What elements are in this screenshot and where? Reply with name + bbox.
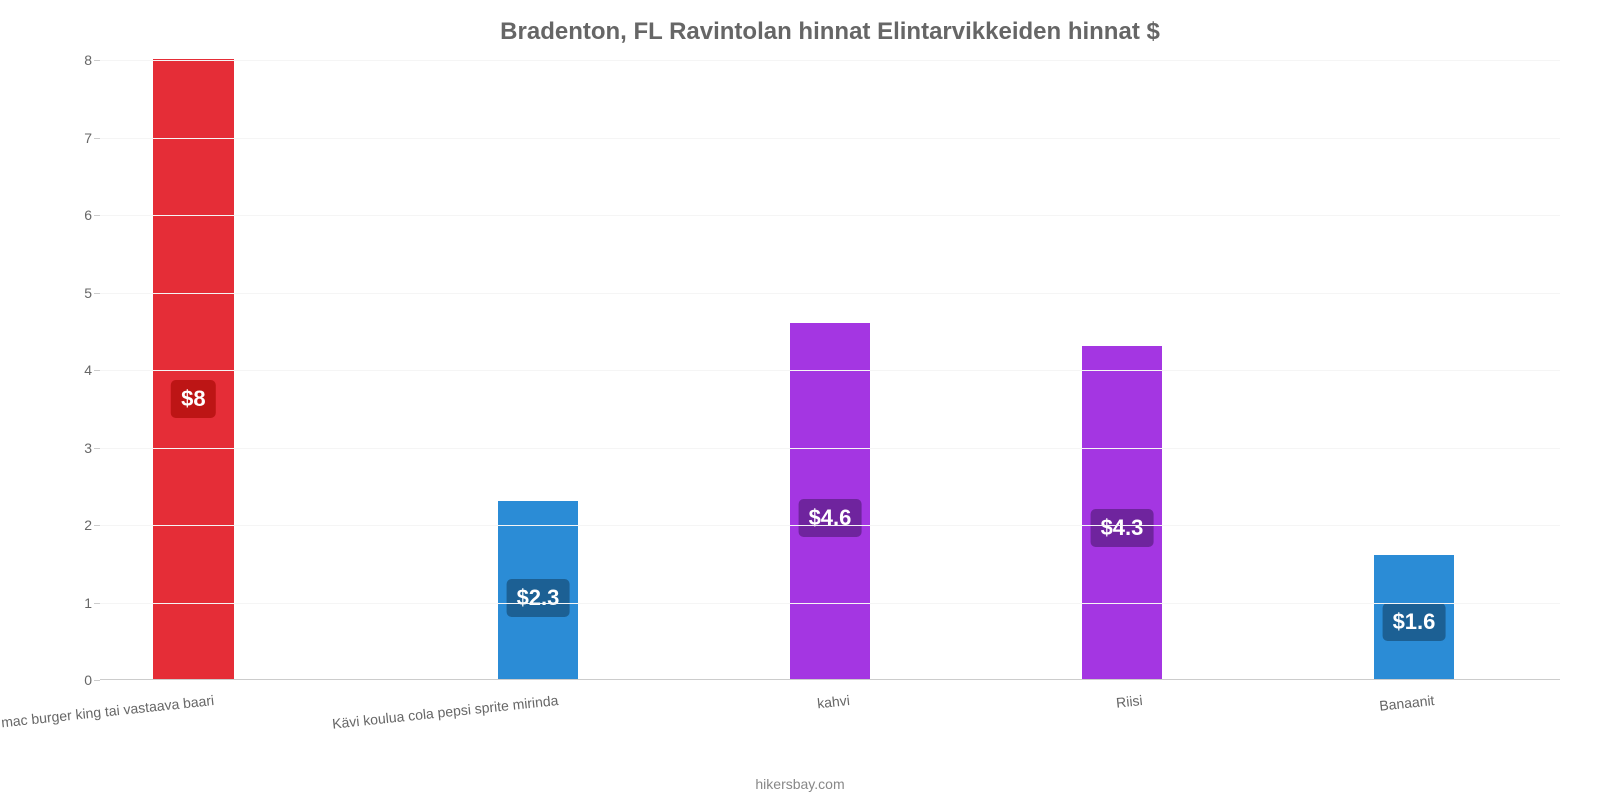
y-tick-mark [94,293,100,294]
value-label: $4.3 [1091,509,1154,547]
value-label: $4.6 [799,499,862,537]
category-label: Banaanit [1378,692,1435,714]
category-label: kahvi [817,692,851,711]
plot-area: $8$2.3$4.6$4.3$1.6 012345678mac burger k… [100,60,1560,680]
chart-title: Bradenton, FL Ravintolan hinnat Elintarv… [100,18,1560,46]
gridline [100,60,1560,61]
category-label: mac burger king tai vastaava baari [0,692,214,730]
y-tick-label: 3 [66,440,92,456]
y-tick-mark [94,138,100,139]
gridline [100,448,1560,449]
gridline [100,370,1560,371]
y-tick-mark [94,370,100,371]
y-tick-label: 6 [66,207,92,223]
bar: $4.6 [790,323,870,680]
bar: $1.6 [1374,555,1454,679]
gridline [100,603,1560,604]
y-tick-mark [94,603,100,604]
y-tick-mark [94,215,100,216]
y-tick-mark [94,448,100,449]
bar: $8 [153,59,233,679]
y-tick-label: 4 [66,362,92,378]
bar: $4.3 [1082,346,1162,679]
category-label: Riisi [1115,692,1143,711]
y-tick-mark [94,525,100,526]
y-tick-mark [94,60,100,61]
y-tick-label: 2 [66,517,92,533]
gridline [100,138,1560,139]
gridline [100,525,1560,526]
value-label: $8 [171,380,215,418]
y-tick-label: 8 [66,52,92,68]
y-tick-label: 1 [66,595,92,611]
category-label: Kävi koulua cola pepsi sprite mirinda [331,692,559,732]
value-label: $2.3 [507,579,570,617]
y-tick-label: 5 [66,285,92,301]
y-tick-mark [94,680,100,681]
y-tick-label: 0 [66,672,92,688]
chart-container: Bradenton, FL Ravintolan hinnat Elintarv… [0,0,1600,800]
y-tick-label: 7 [66,130,92,146]
gridline [100,293,1560,294]
attribution: hikersbay.com [755,776,844,792]
bar: $2.3 [498,501,578,679]
value-label: $1.6 [1383,603,1446,641]
gridline [100,215,1560,216]
